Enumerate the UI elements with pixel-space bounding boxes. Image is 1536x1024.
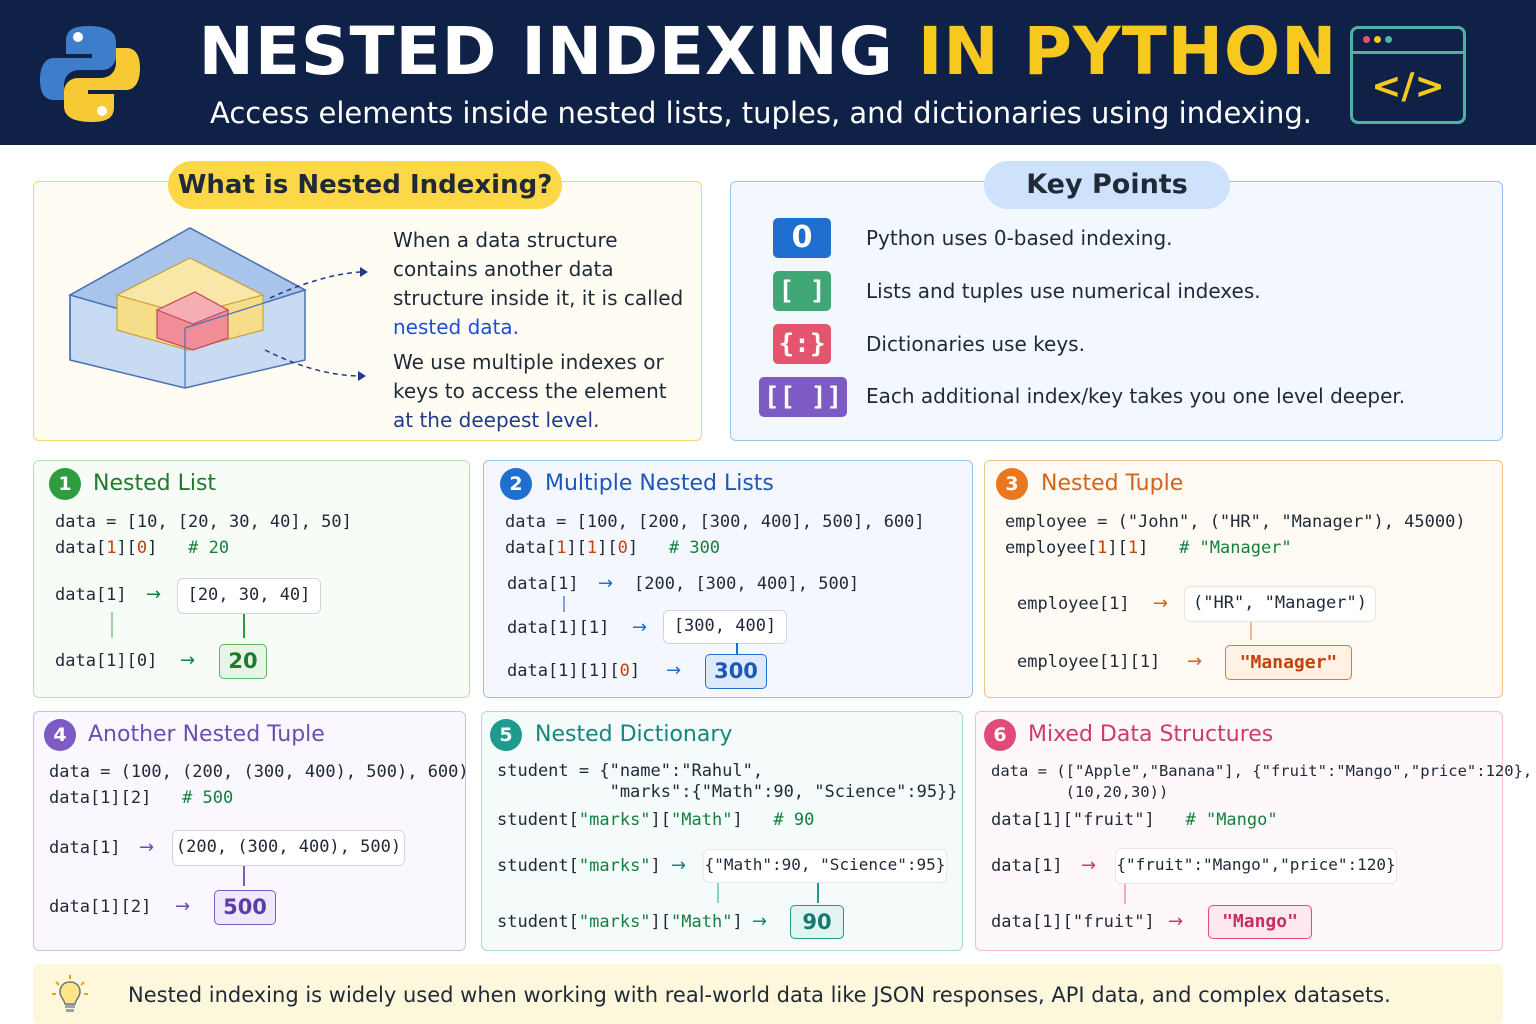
step-expression: data[1]: [507, 574, 579, 594]
step-result-box: (200, (300, 400), 500): [172, 830, 405, 866]
list-brackets-badge: [ ]: [773, 271, 831, 311]
page-title: NESTED INDEXING IN PYTHON: [198, 13, 1338, 90]
final-result: "Mango": [1208, 905, 1312, 939]
step-expression: data[1][2]: [49, 897, 152, 917]
connector-line: [111, 612, 113, 638]
footer-text: Nested indexing is widely used when work…: [128, 983, 1391, 1007]
code-line: data[1][0] # 20: [55, 538, 230, 558]
connector-line: [563, 596, 565, 612]
connector-line: [717, 883, 719, 903]
key-points-panel: [730, 181, 1503, 441]
step-result-box: {"fruit":"Mango","price":120}: [1115, 848, 1397, 884]
arrow-right-icon: →: [175, 896, 191, 917]
code-line: data = (100, (200, (300, 400), 500), 600…: [49, 762, 469, 782]
final-result: 500: [214, 890, 276, 925]
step-expression: data[1][1]: [507, 618, 610, 638]
what-is-description: When a data structure contains another d…: [393, 228, 684, 432]
card-title: Multiple Nested Lists: [545, 471, 774, 496]
connector-line: [1250, 622, 1252, 640]
final-result: 90: [790, 905, 844, 939]
arrow-right-icon: →: [1081, 855, 1097, 876]
card-nested-dictionary: [481, 711, 963, 951]
final-result: "Manager": [1225, 645, 1352, 680]
lightbulb-icon: [52, 975, 88, 1012]
connector-line: [243, 614, 245, 638]
arrow-right-icon: →: [598, 573, 614, 594]
card-title: Another Nested Tuple: [88, 722, 325, 747]
step-result-text: [200, [300, 400], 500]: [634, 574, 860, 594]
python-logo-icon: [40, 26, 140, 122]
step-result-box: ("HR", "Manager"): [1184, 586, 1376, 622]
nested-cube-icon: [68, 227, 368, 389]
code-line: data[1][1][0] # 300: [505, 538, 721, 558]
arrow-right-icon: →: [671, 855, 687, 876]
code-line: data = (["Apple","Banana"], {"fruit":"Ma…: [991, 762, 1533, 780]
arrow-right-icon: →: [666, 660, 682, 681]
final-result: 300: [705, 654, 767, 689]
zero-index-badge: 0: [773, 218, 831, 258]
card-title: Nested Tuple: [1041, 471, 1184, 496]
step-expression: data[1]: [991, 856, 1063, 876]
code-line: data[1]["fruit"] # "Mango": [991, 810, 1278, 830]
footer-banner: [33, 964, 1503, 1024]
code-line: employee = ("John", ("HR", "Manager"), 4…: [1005, 512, 1466, 532]
step-expression: employee[1]: [1017, 594, 1130, 614]
step-result-box: [20, 30, 40]: [177, 578, 321, 614]
code-window-icon: </>: [1350, 26, 1466, 124]
step-expression: student["marks"]["Math"]: [497, 912, 743, 932]
connector-line: [736, 643, 738, 657]
card-number-badge: 3: [996, 468, 1028, 500]
code-line: "marks":{"Math":90, "Science":95}}: [497, 782, 958, 802]
arrow-right-icon: →: [1153, 593, 1169, 614]
arrow-right-icon: →: [1168, 911, 1184, 932]
step-expression: data[1]: [49, 838, 121, 858]
key-point-text: Lists and tuples use numerical indexes.: [866, 279, 1261, 303]
code-line: student["marks"]["Math"] # 90: [497, 810, 815, 830]
arrow-right-icon: →: [139, 837, 155, 858]
header-banner: [0, 0, 1536, 145]
step-result-box: {"Math":90, "Science":95}: [703, 849, 947, 883]
code-line: employee[1][1] # "Manager": [1005, 538, 1292, 558]
code-line: data[1][2] # 500: [49, 788, 234, 808]
code-line: data = [10, [20, 30, 40], 50]: [55, 512, 352, 532]
connector-line: [243, 866, 245, 886]
key-point-text: Each additional index/key takes you one …: [866, 384, 1406, 408]
arrow-right-icon: →: [632, 617, 648, 638]
card-title: Nested Dictionary: [535, 722, 733, 747]
card-number-badge: 1: [49, 468, 81, 500]
code-line: (10,20,30)): [991, 783, 1169, 801]
what-is-heading: What is Nested Indexing?: [168, 161, 562, 209]
step-expression: data[1][0]: [55, 651, 158, 671]
arrow-right-icon: →: [752, 911, 768, 932]
card-title: Nested List: [93, 471, 217, 496]
arrow-right-icon: →: [1187, 651, 1203, 672]
step-expression: student["marks"]: [497, 856, 661, 876]
card-number-badge: 6: [984, 719, 1016, 751]
arrow-right-icon: →: [180, 650, 196, 671]
code-line: data = [100, [200, [300, 400], 500], 600…: [505, 512, 925, 532]
card-number-badge: 5: [490, 719, 522, 751]
page-subtitle: Access elements inside nested lists, tup…: [210, 96, 1312, 130]
final-result: 20: [219, 644, 267, 679]
step-expression: data[1]["fruit"]: [991, 912, 1155, 932]
connector-line: [817, 883, 819, 903]
code-line: student = {"name":"Rahul",: [497, 761, 764, 781]
arrow-right-icon: →: [146, 584, 162, 605]
dict-braces-badge: {:}: [773, 324, 831, 364]
nested-brackets-badge: [[ ]]: [759, 377, 847, 417]
step-result-box: [300, 400]: [663, 610, 787, 644]
key-points-heading: Key Points: [984, 161, 1230, 209]
connector-line: [1124, 884, 1126, 904]
card-number-badge: 2: [500, 468, 532, 500]
key-point-text: Python uses 0-based indexing.: [866, 226, 1173, 250]
step-expression: employee[1][1]: [1017, 652, 1161, 672]
step-expression: data[1][1][0]: [507, 661, 641, 681]
card-number-badge: 4: [44, 719, 76, 751]
key-point-text: Dictionaries use keys.: [866, 332, 1085, 356]
card-title: Mixed Data Structures: [1028, 722, 1274, 747]
step-expression: data[1]: [55, 585, 127, 605]
